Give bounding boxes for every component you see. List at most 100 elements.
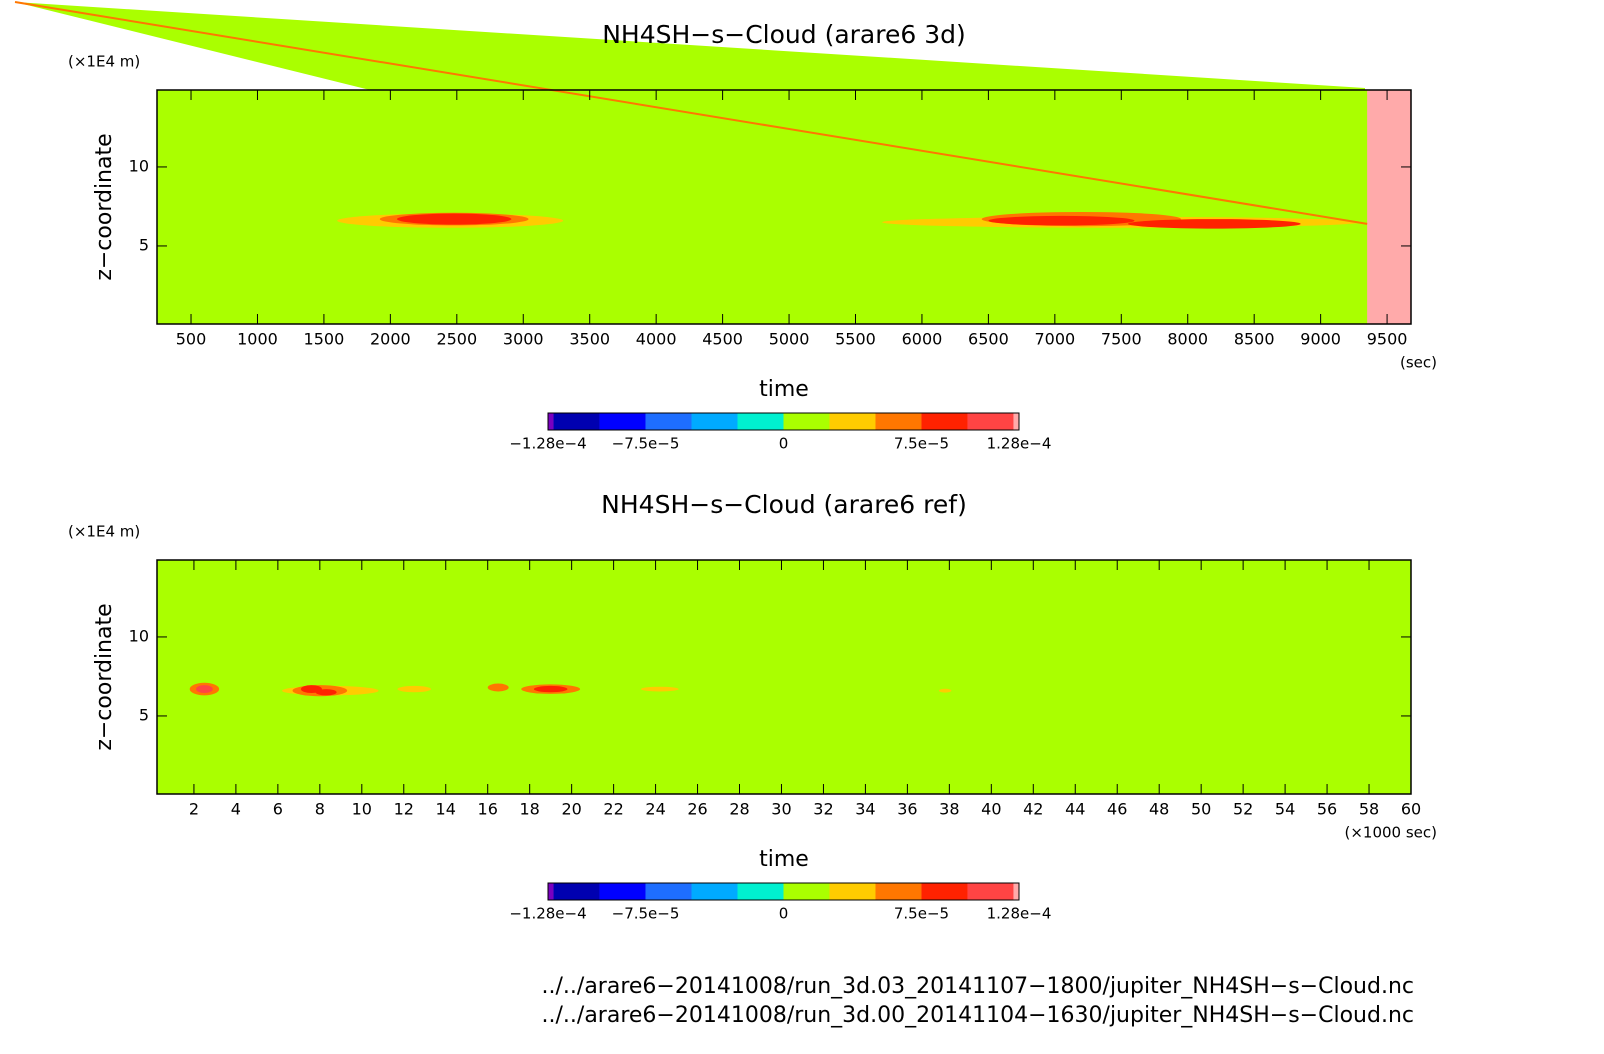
colorbar-tick-label: −7.5e−5 <box>612 905 680 923</box>
colorbar-tick-label: −1.28e−4 <box>509 905 586 923</box>
chart-title: NH4SH−s−Cloud (arare6 3d) <box>602 20 966 49</box>
x-tick-label: 8000 <box>1167 330 1208 349</box>
field <box>157 90 1411 324</box>
y-axis-label: z−coordinate <box>92 133 117 280</box>
x-tick-label: 44 <box>1065 800 1085 819</box>
x-tick-label: 1000 <box>237 330 278 349</box>
x-axis-label: time <box>759 377 809 402</box>
colorbar-segment <box>553 413 600 430</box>
colorbar-tick-label: 0 <box>779 905 789 923</box>
x-tick-label: 32 <box>813 800 833 819</box>
colorbar-frame <box>547 882 1020 901</box>
colorbar-tick-label: 0 <box>779 435 789 453</box>
contour-region <box>397 685 432 693</box>
file-path: ../../arare6−20141008/run_3d.03_20141107… <box>542 974 1414 999</box>
colorbar-segment <box>875 413 922 430</box>
x-tick-label: 40 <box>981 800 1001 819</box>
colorbar-tick-label: 7.5e−5 <box>894 435 949 453</box>
x-tick-label: 7500 <box>1101 330 1142 349</box>
colorbar-segment <box>737 413 784 430</box>
colorbar-tick-label: −7.5e−5 <box>612 435 680 453</box>
x-tick-label: 8 <box>315 800 325 819</box>
x-tick-label: 24 <box>645 800 665 819</box>
colorbar-segment <box>967 413 1014 430</box>
x-tick-label: 30 <box>771 800 791 819</box>
x-tick-label: 9500 <box>1367 330 1408 349</box>
x-tick-label: 16 <box>478 800 498 819</box>
colorbar-segment <box>783 413 830 430</box>
y-unit: (×1E4 m) <box>68 523 140 541</box>
y-tick-label: 10 <box>129 626 149 645</box>
x-tick-label: 4500 <box>702 330 743 349</box>
colorbar-segment <box>921 883 968 900</box>
x-tick-label: 12 <box>394 800 414 819</box>
missing-region <box>1367 90 1411 324</box>
x-tick-label: 28 <box>729 800 749 819</box>
contour-region <box>397 213 512 225</box>
y-tick-label: 5 <box>139 235 149 254</box>
colorbar-segment <box>553 883 600 900</box>
colorbar-segment <box>737 883 784 900</box>
x-tick-label: 50 <box>1191 800 1211 819</box>
x-tick-label: 60 <box>1401 800 1421 819</box>
x-tick-label: 48 <box>1149 800 1169 819</box>
x-tick-label: 5000 <box>769 330 810 349</box>
y-axis-label: z−coordinate <box>92 603 117 750</box>
x-tick-label: 6000 <box>902 330 943 349</box>
x-tick-label: 18 <box>519 800 539 819</box>
colorbar-segment <box>1013 413 1019 430</box>
x-tick-label: 500 <box>176 330 207 349</box>
x-tick-label: 36 <box>897 800 917 819</box>
contour-region <box>487 683 509 692</box>
file-path: ../../arare6−20141008/run_3d.00_20141104… <box>542 1003 1414 1028</box>
x-tick-label: 34 <box>855 800 875 819</box>
colorbar-segment <box>921 413 968 430</box>
x-tick-label: 2000 <box>370 330 411 349</box>
x-tick-label: 6 <box>273 800 283 819</box>
y-tick-label: 10 <box>129 156 149 175</box>
field <box>157 560 1411 794</box>
x-tick-label: 20 <box>561 800 581 819</box>
colorbar-segment <box>548 413 554 430</box>
x-tick-label: 46 <box>1107 800 1127 819</box>
x-tick-label: 3500 <box>569 330 610 349</box>
colorbar-segment <box>599 413 646 430</box>
y-unit: (×1E4 m) <box>68 53 140 71</box>
x-tick-label: 9000 <box>1300 330 1341 349</box>
colorbar-segment <box>645 413 692 430</box>
x-tick-label: 26 <box>687 800 707 819</box>
x-tick-label: 7000 <box>1034 330 1075 349</box>
x-tick-label: 38 <box>939 800 959 819</box>
colorbar-segment <box>691 413 738 430</box>
colorbar-segment <box>1013 883 1019 900</box>
x-tick-label: 1500 <box>304 330 345 349</box>
x-unit: (sec) <box>1400 354 1437 372</box>
x-tick-label: 4 <box>231 800 241 819</box>
contour-region <box>640 686 679 692</box>
colorbar-segment <box>829 883 876 900</box>
contour-region <box>938 688 952 693</box>
plot-artifact <box>14 1 1368 225</box>
x-tick-label: 2500 <box>436 330 477 349</box>
plot-frame <box>156 89 1412 325</box>
x-tick-label: 3000 <box>503 330 544 349</box>
contour-region <box>988 215 1135 226</box>
x-tick-label: 4000 <box>636 330 677 349</box>
x-tick-label: 52 <box>1233 800 1253 819</box>
colorbar-tick-label: 1.28e−4 <box>987 905 1052 923</box>
chart-title: NH4SH−s−Cloud (arare6 ref) <box>601 490 967 519</box>
x-tick-label: 10 <box>352 800 372 819</box>
contour-region <box>315 689 337 696</box>
x-axis-label: time <box>759 847 809 872</box>
x-tick-label: 22 <box>603 800 623 819</box>
x-tick-label: 42 <box>1023 800 1043 819</box>
x-tick-label: 58 <box>1359 800 1379 819</box>
colorbar-segment <box>548 883 554 900</box>
colorbar-tick-label: 1.28e−4 <box>987 435 1052 453</box>
colorbar-segment <box>645 883 692 900</box>
plot-frame <box>156 559 1412 795</box>
colorbar-tick-label: 7.5e−5 <box>894 905 949 923</box>
colorbar-segment <box>967 883 1014 900</box>
contour-region <box>533 685 568 693</box>
